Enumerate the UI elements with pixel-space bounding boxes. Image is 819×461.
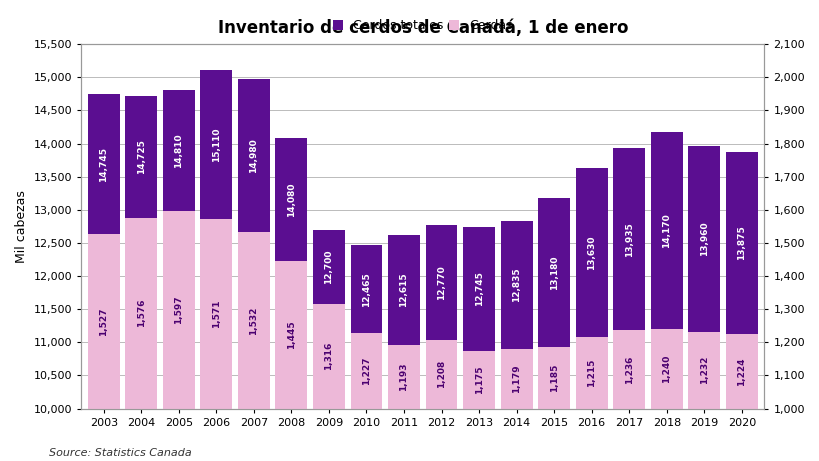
Bar: [313, 230, 345, 304]
Bar: [200, 219, 232, 408]
Bar: [88, 234, 120, 408]
Bar: [238, 79, 269, 232]
Bar: [463, 227, 495, 350]
Bar: [537, 198, 569, 347]
Text: 1,193: 1,193: [399, 362, 408, 391]
Text: 12,615: 12,615: [399, 272, 408, 307]
Bar: [125, 95, 157, 218]
Text: 1,232: 1,232: [699, 356, 708, 384]
Bar: [313, 304, 345, 408]
Text: 14,745: 14,745: [99, 147, 108, 182]
Text: 12,770: 12,770: [437, 265, 446, 300]
Text: Source: Statistics Canada: Source: Statistics Canada: [49, 449, 192, 458]
Bar: [575, 168, 607, 337]
Text: 1,215: 1,215: [586, 359, 595, 387]
Bar: [687, 146, 719, 332]
Text: 15,110: 15,110: [211, 128, 220, 162]
Text: 14,725: 14,725: [137, 139, 146, 174]
Bar: [387, 345, 419, 408]
Bar: [500, 221, 532, 349]
Text: 1,597: 1,597: [174, 296, 183, 324]
Title: Inventario de cerdos de Canadá, 1 de enero: Inventario de cerdos de Canadá, 1 de ene…: [217, 19, 627, 37]
Text: 14,170: 14,170: [662, 213, 671, 248]
Bar: [613, 331, 645, 408]
Bar: [575, 337, 607, 408]
Bar: [275, 261, 307, 408]
Bar: [650, 329, 682, 408]
Text: 12,835: 12,835: [512, 268, 521, 302]
Bar: [350, 333, 382, 408]
Bar: [125, 218, 157, 408]
Text: 13,935: 13,935: [624, 222, 633, 256]
Bar: [425, 225, 457, 340]
Bar: [650, 132, 682, 329]
Text: 12,700: 12,700: [324, 249, 333, 284]
Text: 1,185: 1,185: [549, 364, 558, 392]
Text: 1,571: 1,571: [211, 300, 220, 328]
Bar: [387, 235, 419, 345]
Text: 1,227: 1,227: [361, 357, 370, 385]
Text: 1,445: 1,445: [287, 320, 296, 349]
Bar: [163, 211, 195, 408]
Text: 13,960: 13,960: [699, 222, 708, 256]
Bar: [725, 334, 757, 408]
Text: 13,180: 13,180: [549, 255, 558, 290]
Text: 14,980: 14,980: [249, 138, 258, 173]
Text: 1,532: 1,532: [249, 306, 258, 335]
Text: 1,316: 1,316: [324, 342, 333, 370]
Text: 1,527: 1,527: [99, 307, 108, 336]
Bar: [350, 245, 382, 333]
Text: 14,810: 14,810: [174, 133, 183, 168]
Text: 12,745: 12,745: [474, 271, 483, 306]
Bar: [725, 152, 757, 334]
Text: 12,465: 12,465: [361, 272, 370, 307]
Bar: [163, 90, 195, 211]
Text: 1,224: 1,224: [736, 357, 745, 386]
Bar: [463, 350, 495, 408]
Text: 1,179: 1,179: [512, 365, 521, 393]
Bar: [88, 94, 120, 234]
Bar: [238, 232, 269, 408]
Text: 1,208: 1,208: [437, 360, 446, 388]
Y-axis label: Mil cabezas: Mil cabezas: [15, 190, 28, 263]
Bar: [425, 340, 457, 408]
Bar: [500, 349, 532, 408]
Text: 13,875: 13,875: [736, 226, 745, 260]
Text: 13,630: 13,630: [586, 236, 595, 270]
Bar: [275, 138, 307, 261]
Text: 1,240: 1,240: [662, 355, 671, 383]
Bar: [537, 347, 569, 408]
Legend: Cerdos totales, Cerdas: Cerdos totales, Cerdas: [328, 14, 518, 37]
Text: 1,236: 1,236: [624, 355, 633, 384]
Text: 1,175: 1,175: [474, 365, 483, 394]
Text: 1,576: 1,576: [137, 299, 146, 327]
Bar: [613, 148, 645, 331]
Bar: [687, 332, 719, 408]
Text: 14,080: 14,080: [287, 183, 296, 217]
Bar: [200, 70, 232, 219]
